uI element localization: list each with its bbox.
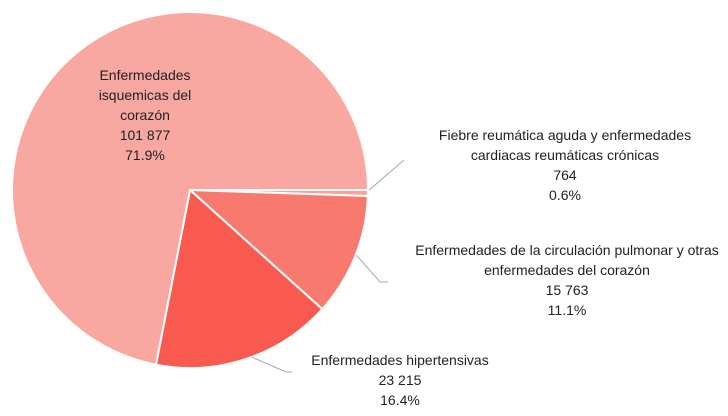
value-label: 15 763 <box>545 282 589 298</box>
leader-line <box>239 351 292 373</box>
category-label: Enfermedades isquemicas del corazón <box>98 67 192 123</box>
percentage-label: 0.6% <box>549 187 581 203</box>
data-label: Enfermedades isquemicas del corazón 101 8… <box>80 65 210 165</box>
category-label: Enfermedades de la circulación pulmonar … <box>415 242 719 278</box>
value-label: 101 877 <box>119 127 171 143</box>
value-label: 23 215 <box>378 372 422 388</box>
value-label: 764 <box>553 167 577 183</box>
data-label: Enfermedades de la circulación pulmonar … <box>402 240 728 320</box>
pie-slice <box>11 11 370 366</box>
category-label: Enfermedades hipertensivas <box>311 352 489 368</box>
leader-line <box>351 249 388 283</box>
pie-slice <box>187 188 369 311</box>
data-label: Enfermedades hipertensivas 23 215 16.4% <box>270 350 530 410</box>
percentage-label: 71.9% <box>125 147 165 163</box>
percentage-label: 16.4% <box>380 392 420 408</box>
data-label: Fiebre reumática aguda y enfermedades ca… <box>410 125 720 205</box>
category-label: Fiebre reumática aguda y enfermedades ca… <box>438 127 692 163</box>
leader-line <box>367 159 405 192</box>
pie-slice <box>154 188 324 369</box>
percentage-label: 11.1% <box>547 302 587 318</box>
